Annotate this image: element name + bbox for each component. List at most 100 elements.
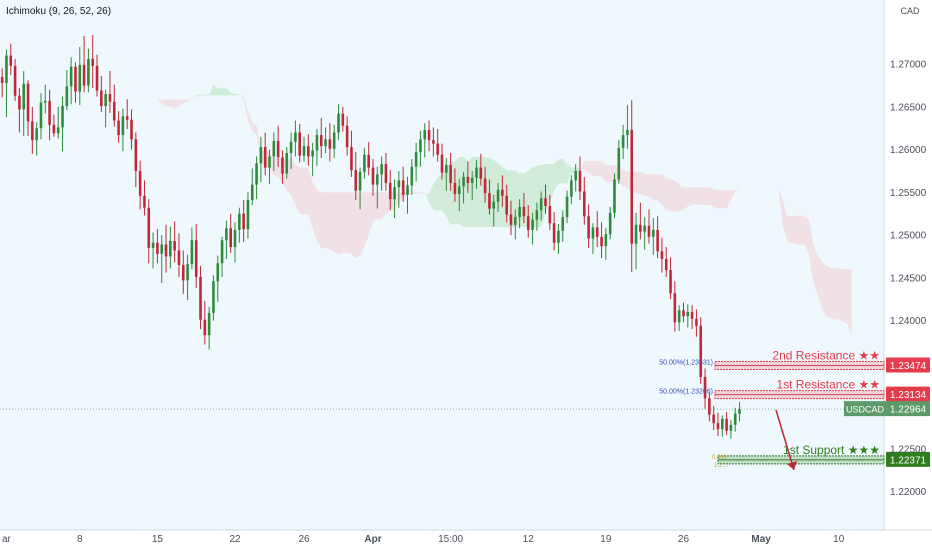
cloud-segment: [787, 216, 791, 243]
candle-body: [544, 198, 547, 206]
candle-body: [669, 270, 672, 293]
candle-body: [1, 77, 4, 83]
cloud-segment: [653, 174, 657, 200]
candle-body: [320, 135, 323, 146]
candle-body: [169, 241, 172, 256]
candle-body: [139, 171, 142, 196]
cloud-segment: [593, 161, 597, 176]
candle-body: [83, 65, 86, 86]
cloud-segment: [606, 165, 610, 181]
candle-body: [22, 84, 25, 110]
candle-body: [600, 237, 603, 246]
candle-body: [208, 313, 211, 335]
cloud-segment: [343, 192, 347, 253]
candle-body: [329, 139, 332, 148]
candle-body: [264, 147, 267, 168]
cloud-segment: [235, 94, 239, 95]
candle-body: [389, 183, 392, 199]
candle-body: [454, 183, 457, 194]
candle-body: [721, 419, 724, 429]
candle-body: [652, 230, 655, 237]
candle-body: [475, 168, 478, 178]
cloud-segment: [433, 178, 437, 210]
cloud-segment: [834, 268, 838, 319]
cloud-segment: [649, 174, 653, 200]
price-tag-text: 1.23474: [890, 361, 927, 372]
y-tick-label: 1.25000: [890, 231, 927, 242]
candle-body: [122, 116, 125, 135]
candle-body: [255, 163, 258, 184]
candle-body: [316, 135, 319, 150]
candle-body: [48, 101, 51, 125]
candle-body: [540, 198, 543, 210]
candle-body: [281, 157, 284, 173]
cloud-segment: [696, 187, 700, 204]
candle-body: [268, 156, 271, 167]
candle-body: [570, 180, 573, 196]
cloud-segment: [791, 216, 795, 243]
candle-body: [574, 171, 577, 180]
cloud-segment: [476, 157, 480, 227]
level-label: 1st Resistance ★★: [776, 378, 880, 392]
cloud-segment: [339, 192, 343, 254]
candle-body: [488, 193, 491, 208]
candle-body: [510, 215, 513, 225]
cloud-segment: [347, 192, 351, 254]
currency-label: CAD: [900, 6, 920, 16]
cloud-segment: [304, 168, 308, 215]
candle-body: [458, 186, 461, 194]
cloud-segment: [843, 269, 847, 323]
candle-body: [354, 170, 357, 191]
candle-body: [229, 228, 232, 247]
cloud-segment: [196, 95, 200, 96]
level-label: 2nd Resistance ★★: [772, 349, 880, 363]
price-tag: 1.23134: [886, 387, 930, 402]
candle-body: [333, 133, 336, 149]
x-tick-label: 15:00: [438, 534, 463, 545]
candle-body: [531, 220, 534, 230]
cloud-segment: [438, 172, 442, 210]
candle-body: [549, 206, 552, 223]
cloud-segment: [520, 173, 524, 227]
candle-body: [221, 240, 224, 263]
candle-body: [212, 281, 215, 313]
cloud-segment: [218, 88, 222, 95]
cloud-segment: [800, 216, 804, 245]
candle-body: [505, 196, 508, 215]
candle-body: [622, 135, 625, 148]
y-tick-label: 1.24500: [890, 273, 927, 284]
candle-body: [143, 196, 146, 208]
candle-body: [290, 142, 293, 153]
candle-body: [359, 172, 362, 191]
price-tag-text: 1.23134: [890, 390, 927, 401]
candle-body: [725, 419, 728, 431]
cloud-segment: [709, 187, 713, 207]
cloud-segment: [326, 192, 330, 248]
candle-body: [553, 223, 556, 243]
candle-body: [587, 216, 590, 238]
candle-body: [61, 106, 64, 127]
cloud-segment: [222, 88, 226, 95]
candle-body: [298, 133, 301, 156]
cloud-segment: [334, 192, 338, 254]
candle-body: [661, 251, 664, 259]
candle-body: [467, 177, 470, 183]
candle-body: [147, 208, 150, 248]
small-fib-label: 0.0%: [712, 455, 726, 461]
cloud-segment: [489, 158, 493, 227]
cloud-segment: [420, 192, 424, 193]
candle-body: [31, 121, 34, 140]
cloud-segment: [472, 157, 476, 227]
candle-body: [303, 146, 306, 155]
x-tick-label: 12: [523, 534, 535, 545]
cloud-segment: [274, 159, 278, 178]
candle-body: [428, 130, 431, 140]
candle-body: [191, 240, 194, 264]
candle-body: [195, 240, 198, 277]
candle-body: [695, 319, 698, 326]
candle-body: [635, 225, 638, 244]
candle: [699, 317, 702, 384]
candle-body: [66, 86, 69, 106]
candle-body: [687, 312, 690, 316]
